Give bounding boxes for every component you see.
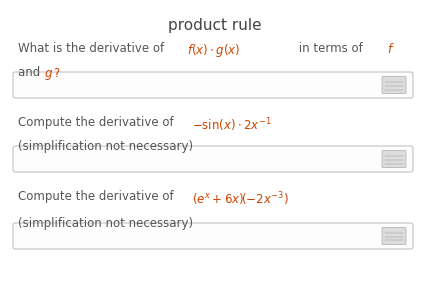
FancyBboxPatch shape xyxy=(382,151,406,167)
Text: Compute the derivative of: Compute the derivative of xyxy=(18,116,177,129)
Text: (simplification not necessary): (simplification not necessary) xyxy=(18,140,193,153)
Text: in terms of: in terms of xyxy=(295,42,366,55)
Text: What is the derivative of: What is the derivative of xyxy=(18,42,168,55)
Text: product rule: product rule xyxy=(168,18,261,33)
FancyBboxPatch shape xyxy=(13,146,413,172)
Text: and: and xyxy=(18,66,44,79)
FancyBboxPatch shape xyxy=(382,227,406,244)
Text: Compute the derivative of: Compute the derivative of xyxy=(18,190,177,203)
FancyBboxPatch shape xyxy=(382,76,406,94)
Text: $-\sin(x)\cdot 2x^{-1}$: $-\sin(x)\cdot 2x^{-1}$ xyxy=(192,116,272,134)
Text: $g\,?$: $g\,?$ xyxy=(45,66,61,82)
Text: $f$: $f$ xyxy=(387,42,395,56)
FancyBboxPatch shape xyxy=(13,223,413,249)
Text: $\left(e^x+6x\right)\!\left(-2x^{-3}\right)$: $\left(e^x+6x\right)\!\left(-2x^{-3}\rig… xyxy=(192,190,289,207)
Text: $f(x)\cdot g(x)$: $f(x)\cdot g(x)$ xyxy=(187,42,240,59)
FancyBboxPatch shape xyxy=(13,72,413,98)
Text: (simplification not necessary): (simplification not necessary) xyxy=(18,217,193,230)
